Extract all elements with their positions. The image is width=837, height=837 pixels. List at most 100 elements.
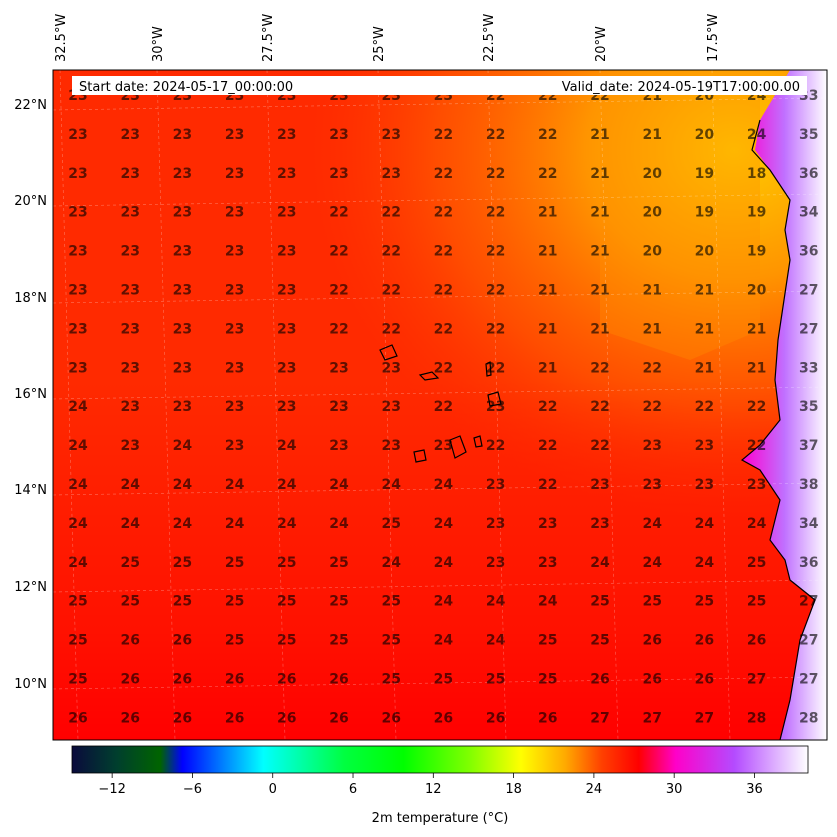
grid-value: 26: [642, 672, 661, 688]
african-land: [742, 70, 827, 740]
grid-value: 22: [329, 321, 348, 337]
cool-plume: [600, 70, 760, 360]
grid-value: 23: [381, 166, 400, 182]
grid-value: 24: [277, 477, 297, 493]
grid-value: 22: [538, 438, 557, 454]
grid-value: 21: [695, 360, 714, 376]
colorbar-tick-label: 6: [349, 782, 357, 797]
island-boa-vista: [487, 391, 502, 407]
latitude-label: 10°N: [14, 677, 47, 692]
grid-value: 22: [381, 283, 400, 299]
grid-value: 26: [329, 710, 348, 726]
grid-value: 24: [225, 477, 245, 493]
grid-value: 23: [68, 244, 87, 260]
grid-value: 23: [68, 127, 87, 143]
grid-value: 20: [747, 283, 767, 299]
grid-value: 23: [381, 438, 400, 454]
grid-value: 23: [120, 205, 139, 221]
grid-value: 23: [68, 360, 87, 376]
grid-value: 21: [538, 321, 557, 337]
grid-value: 24: [642, 516, 662, 532]
grid-value: 24: [538, 594, 558, 610]
grid-value: 21: [747, 360, 766, 376]
grid-value: 35: [799, 127, 818, 143]
map-panel: 23 23 23 23 23 23 23 23 22 22 22 21 20 24 33 23 23 23 23 23…: [53, 70, 827, 740]
grid-value: 26: [225, 710, 244, 726]
grid-value: 25: [277, 633, 296, 649]
grid-value: 24: [68, 399, 88, 415]
start-date-label: Start date: 2024-05-17_00:00:00: [79, 80, 293, 95]
longitude-label: 25°W: [372, 26, 387, 62]
grid-value: 25: [538, 633, 557, 649]
grid-value: 23: [120, 166, 139, 182]
colorbar-tick-label: −6: [183, 782, 202, 797]
grid-value: 22: [590, 360, 609, 376]
grid-value: 19: [747, 244, 766, 260]
warm-south-field: [53, 380, 827, 740]
grid-value: 25: [68, 672, 87, 688]
grid-value: 24: [747, 516, 767, 532]
grid-value: 27: [799, 633, 818, 649]
latitude-label: 18°N: [14, 291, 47, 306]
grid-value: 25: [277, 594, 296, 610]
grid-value: 26: [173, 710, 192, 726]
grid-value: 24: [68, 516, 88, 532]
grid-value: 19: [695, 205, 714, 221]
longitude-label: 32.5°W: [54, 14, 69, 62]
longitude-label: 30°W: [151, 26, 166, 62]
grid-value: 25: [329, 555, 348, 571]
colorbar-label: 2m temperature (°C): [372, 811, 509, 826]
grid-value: 23: [329, 166, 348, 182]
grid-value: 21: [747, 321, 766, 337]
grid-value: 26: [642, 633, 661, 649]
colorbar-tick-label: 18: [505, 782, 522, 797]
longitude-label: 27.5°W: [261, 14, 276, 62]
grid-value: 20: [642, 244, 662, 260]
grid-value: 23: [329, 438, 348, 454]
grid-value: 33: [799, 360, 818, 376]
grid-value: 23: [225, 127, 244, 143]
grid-value: 24: [120, 516, 140, 532]
grid-value: 21: [590, 205, 609, 221]
grid-value: 24: [225, 516, 245, 532]
grid-value: 26: [120, 710, 139, 726]
grid-value: 21: [538, 360, 557, 376]
grid-value: 23: [225, 360, 244, 376]
grid-value: 23: [225, 244, 244, 260]
grid-value: 24: [277, 516, 297, 532]
grid-value: 23: [173, 205, 192, 221]
colorbar-tick-label: 30: [666, 782, 683, 797]
grid-value: 27: [747, 672, 766, 688]
grid-value: 36: [799, 555, 818, 571]
grid-value: 26: [68, 710, 87, 726]
longitude-label: 17.5°W: [706, 14, 721, 62]
grid-value: 23: [277, 283, 296, 299]
grid-value: 21: [590, 321, 609, 337]
grid-value: 23: [486, 399, 505, 415]
grid-value: 27: [799, 672, 818, 688]
grid-value: 22: [434, 166, 453, 182]
grid-value: 26: [381, 710, 400, 726]
grid-value: 23: [173, 399, 192, 415]
grid-value: 23: [277, 321, 296, 337]
grid-value: 24: [695, 516, 715, 532]
grid-value: 27: [799, 594, 818, 610]
grid-value: 25: [590, 633, 609, 649]
grid-value: 22: [538, 399, 557, 415]
grid-value: 23: [277, 244, 296, 260]
grid-value: 22: [590, 438, 609, 454]
grid-value: 20: [695, 127, 715, 143]
grid-value: 22: [538, 166, 557, 182]
grid-value: 25: [381, 594, 400, 610]
grid-value: 23: [225, 205, 244, 221]
grid-value: 25: [642, 594, 661, 610]
grid-value: 24: [434, 555, 454, 571]
grid-value: 20: [642, 166, 662, 182]
grid-value: 21: [695, 283, 714, 299]
grid-value: 24: [173, 438, 193, 454]
grid-value: 27: [590, 710, 609, 726]
grid-value: 28: [799, 710, 818, 726]
grid-value: 22: [642, 399, 661, 415]
grid-value: 21: [538, 205, 557, 221]
